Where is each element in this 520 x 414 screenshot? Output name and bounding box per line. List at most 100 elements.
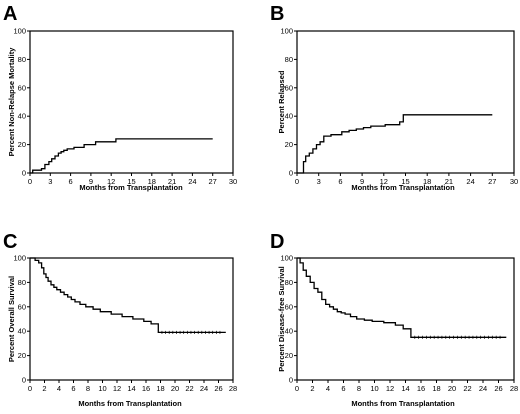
- x-tick-label: 6: [338, 177, 342, 186]
- x-tick-label: 24: [479, 384, 487, 393]
- series-line: [297, 114, 493, 174]
- x-tick-label: 30: [510, 177, 518, 186]
- x-tick-label: 2: [310, 384, 314, 393]
- x-tick-label: 9: [89, 177, 93, 186]
- y-tick-label: 100: [13, 254, 26, 263]
- x-tick-label: 15: [401, 177, 409, 186]
- y-tick-label: 20: [18, 140, 26, 149]
- y-tick-label: 60: [18, 302, 26, 311]
- x-tick-label: 16: [417, 384, 425, 393]
- y-tick-label: 0: [22, 169, 26, 178]
- x-tick-label: 24: [200, 384, 208, 393]
- x-axis-label: Months from Transplantation: [351, 399, 455, 408]
- panel-letter: A: [3, 3, 17, 25]
- x-tick-label: 14: [401, 384, 409, 393]
- x-tick-label: 6: [341, 384, 345, 393]
- y-tick-label: 20: [285, 351, 293, 360]
- x-tick-label: 4: [57, 384, 61, 393]
- panel-letter: C: [3, 231, 17, 253]
- x-tick-label: 24: [466, 177, 474, 186]
- chart-panel-b: B 0 3 6 9 12 15 18 21 24 27 30 0 20 40 60 80 100 Months fr…: [270, 3, 518, 192]
- y-tick-label: 60: [285, 302, 293, 311]
- plot-frame: [296, 30, 515, 174]
- series-line: [30, 138, 213, 174]
- x-tick-label: 15: [127, 177, 135, 186]
- y-tick-label: 80: [285, 55, 293, 64]
- x-tick-label: 10: [98, 384, 106, 393]
- x-tick-label: 9: [360, 177, 364, 186]
- series-line: [297, 257, 507, 338]
- x-tick-label: 0: [28, 384, 32, 393]
- x-tick-label: 22: [185, 384, 193, 393]
- x-tick-label: 28: [510, 384, 518, 393]
- y-tick-label: 100: [13, 27, 26, 36]
- x-tick-label: 12: [113, 384, 121, 393]
- panel-letter: B: [270, 3, 284, 25]
- x-tick-label: 0: [295, 177, 299, 186]
- chart-panel-d: D0 2 4 6 8 10 12 14 16 18 20 22 24 26 28020406080100Mo…: [270, 231, 518, 408]
- plot-frame: [29, 257, 234, 381]
- y-tick-label: 20: [18, 351, 26, 360]
- x-tick-label: 12: [107, 177, 115, 186]
- y-axis-label: Percent Relapsed: [277, 70, 286, 133]
- y-axis-label: Percent Disease-free Survival: [277, 266, 286, 371]
- x-tick-label: 4: [326, 384, 330, 393]
- y-tick-label: 60: [18, 83, 26, 92]
- x-tick-label: 8: [86, 384, 90, 393]
- y-tick-label: 80: [18, 55, 26, 64]
- x-tick-label: 20: [171, 384, 179, 393]
- y-tick-label: 20: [285, 140, 293, 149]
- y-axis-label: Percent Overall Survival: [7, 276, 16, 362]
- y-tick-label: 0: [22, 376, 26, 385]
- y-tick-label: 0: [289, 169, 293, 178]
- x-tick-label: 12: [386, 384, 394, 393]
- x-tick-label: 0: [28, 177, 32, 186]
- x-tick-label: 2: [42, 384, 46, 393]
- y-tick-label: 100: [280, 254, 293, 263]
- x-tick-label: 16: [142, 384, 150, 393]
- x-tick-label: 26: [494, 384, 502, 393]
- chart-panel-c: C0 2 4 6 8 10 12 14 16 18 20 22 24 26 28020406080100Mo…: [3, 231, 237, 408]
- y-tick-label: 40: [18, 112, 26, 121]
- x-axis-label: Months from Transplantation: [78, 399, 182, 408]
- y-tick-label: 0: [289, 376, 293, 385]
- chart-panel-a: A 0 3 6 9 12 15 18 21 24 27 30 0 20 40 60 80 100 Months fr…: [3, 3, 237, 192]
- y-tick-label: 80: [18, 278, 26, 287]
- x-axis-label: Months from Transplantation: [79, 183, 183, 192]
- y-tick-label: 60: [285, 83, 293, 92]
- x-tick-label: 18: [156, 384, 164, 393]
- x-tick-label: 27: [488, 177, 496, 186]
- x-tick-label: 28: [229, 384, 237, 393]
- x-tick-label: 26: [214, 384, 222, 393]
- x-tick-label: 3: [317, 177, 321, 186]
- x-tick-label: 18: [423, 177, 431, 186]
- x-tick-label: 8: [357, 384, 361, 393]
- x-tick-label: 6: [69, 177, 73, 186]
- x-tick-label: 30: [229, 177, 237, 186]
- y-tick-label: 40: [285, 112, 293, 121]
- x-tick-label: 22: [463, 384, 471, 393]
- x-tick-label: 10: [370, 384, 378, 393]
- x-tick-label: 0: [295, 384, 299, 393]
- x-tick-label: 18: [432, 384, 440, 393]
- y-tick-label: 40: [18, 327, 26, 336]
- x-tick-label: 21: [168, 177, 176, 186]
- y-tick-label: 40: [285, 327, 293, 336]
- y-axis-label: Percent Non-Relapse Mortality: [7, 47, 16, 157]
- x-axis-label: Months from Transplantation: [351, 183, 455, 192]
- x-tick-label: 21: [445, 177, 453, 186]
- x-tick-label: 14: [127, 384, 135, 393]
- x-tick-label: 20: [448, 384, 456, 393]
- x-tick-label: 24: [188, 177, 196, 186]
- x-tick-label: 6: [71, 384, 75, 393]
- x-tick-label: 18: [148, 177, 156, 186]
- y-tick-label: 80: [285, 278, 293, 287]
- plot-frame: [296, 257, 515, 381]
- series-line: [30, 257, 226, 334]
- y-tick-label: 100: [280, 27, 293, 36]
- x-tick-label: 3: [48, 177, 52, 186]
- x-tick-label: 27: [209, 177, 217, 186]
- x-tick-label: 12: [380, 177, 388, 186]
- panel-letter: D: [270, 231, 284, 253]
